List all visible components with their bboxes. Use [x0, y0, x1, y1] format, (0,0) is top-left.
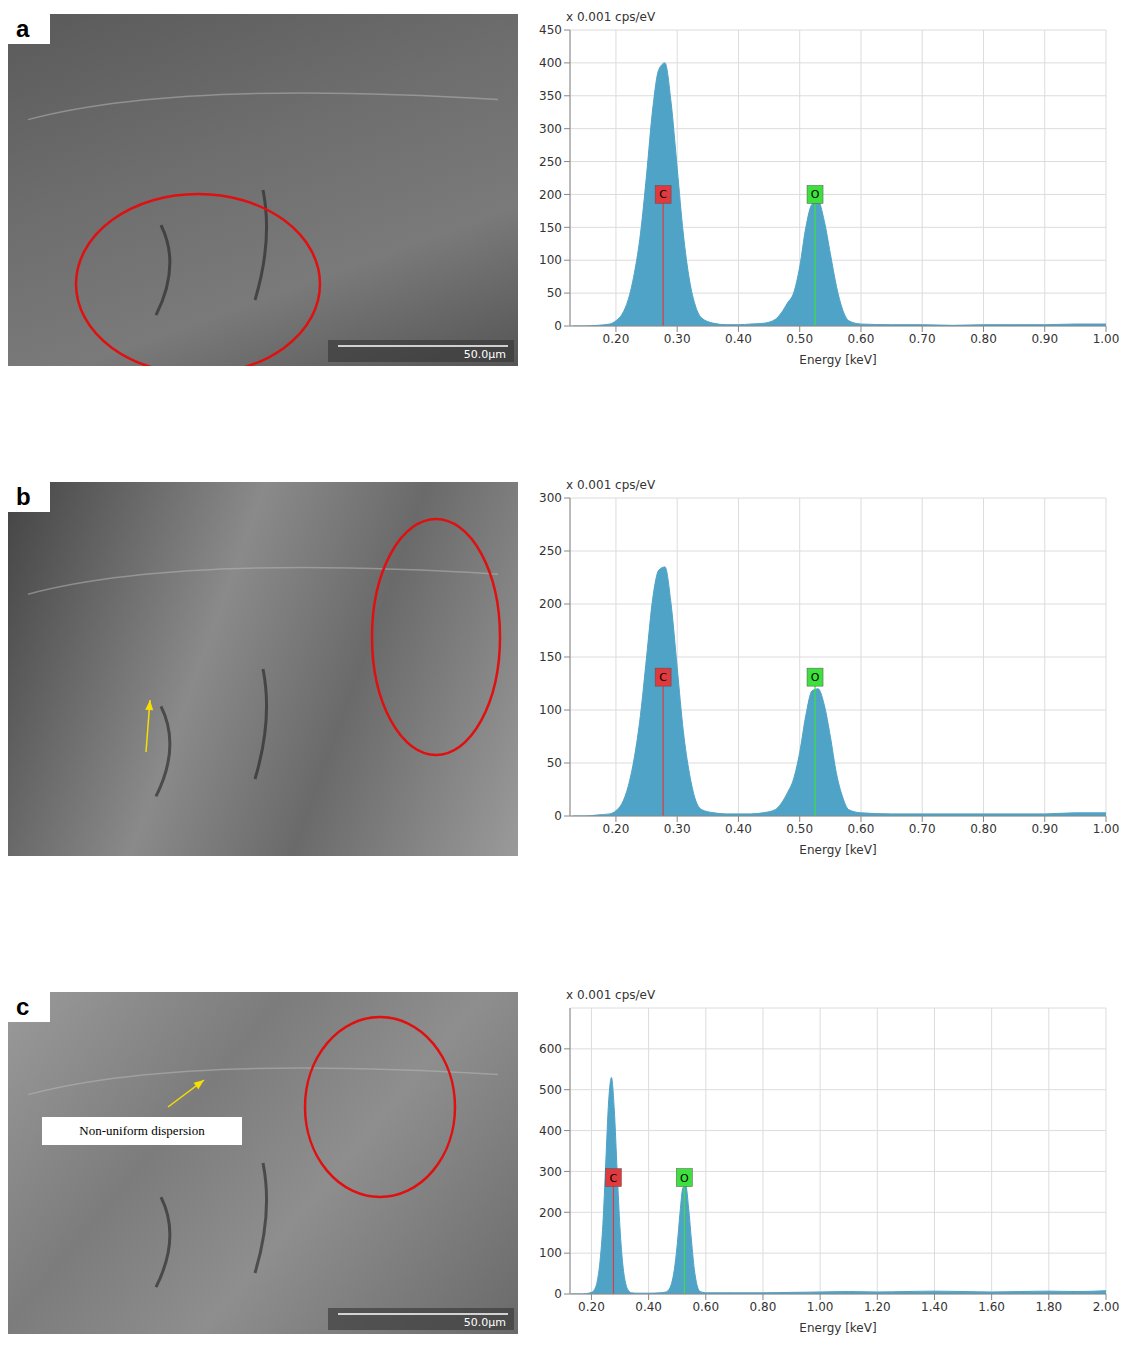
- svg-text:Energy [keV]: Energy [keV]: [799, 353, 876, 367]
- svg-text:0.50: 0.50: [786, 822, 813, 836]
- svg-text:50.0µm: 50.0µm: [464, 348, 506, 361]
- html-text:x 0.001 cps/eV: x 0.001 cps/eV: [566, 478, 656, 492]
- svg-text:0: 0: [554, 1287, 562, 1301]
- html-text:b: b: [16, 483, 31, 510]
- svg-text:350: 350: [539, 89, 562, 103]
- svg-text:1.00: 1.00: [1093, 332, 1120, 346]
- svg-text:1.00: 1.00: [807, 1300, 834, 1314]
- html-text:a: a: [16, 15, 30, 42]
- svg-text:50: 50: [547, 286, 562, 300]
- html-text:x 0.001 cps/eV: x 0.001 cps/eV: [566, 10, 656, 24]
- svg-text:0.60: 0.60: [848, 332, 875, 346]
- html-text:Non-uniform dispersion: Non-uniform dispersion: [79, 1123, 205, 1138]
- svg-text:2.00: 2.00: [1093, 1300, 1120, 1314]
- svg-text:250: 250: [539, 544, 562, 558]
- svg-text:300: 300: [539, 1165, 562, 1179]
- svg-text:450: 450: [539, 23, 562, 37]
- svg-text:200: 200: [539, 188, 562, 202]
- svg-text:50.0µm: 50.0µm: [464, 1316, 506, 1329]
- svg-text:0.70: 0.70: [909, 822, 936, 836]
- svg-text:0.70: 0.70: [909, 332, 936, 346]
- svg-text:O: O: [811, 671, 820, 684]
- svg-text:0.50: 0.50: [786, 332, 813, 346]
- svg-text:0.20: 0.20: [603, 822, 630, 836]
- svg-text:100: 100: [539, 1246, 562, 1260]
- svg-text:300: 300: [539, 491, 562, 505]
- svg-text:O: O: [680, 1172, 689, 1185]
- html-text:x 0.001 cps/eV: x 0.001 cps/eV: [566, 988, 656, 1002]
- svg-text:400: 400: [539, 56, 562, 70]
- svg-text:C: C: [659, 188, 667, 201]
- svg-text:0.80: 0.80: [970, 332, 997, 346]
- svg-text:0: 0: [554, 809, 562, 823]
- svg-text:50: 50: [547, 756, 562, 770]
- svg-text:0.20: 0.20: [578, 1300, 605, 1314]
- svg-text:0.60: 0.60: [848, 822, 875, 836]
- svg-text:0.90: 0.90: [1031, 332, 1058, 346]
- svg-text:0.30: 0.30: [664, 332, 691, 346]
- svg-text:100: 100: [539, 703, 562, 717]
- svg-text:0: 0: [554, 319, 562, 333]
- svg-text:C: C: [659, 671, 667, 684]
- svg-text:O: O: [811, 188, 820, 201]
- svg-text:500: 500: [539, 1083, 562, 1097]
- svg-text:Energy [keV]: Energy [keV]: [799, 843, 876, 857]
- svg-text:1.00: 1.00: [1093, 822, 1120, 836]
- svg-text:0.80: 0.80: [750, 1300, 777, 1314]
- svg-text:0.20: 0.20: [603, 332, 630, 346]
- svg-text:300: 300: [539, 122, 562, 136]
- svg-text:1.80: 1.80: [1035, 1300, 1062, 1314]
- svg-text:200: 200: [539, 1206, 562, 1220]
- svg-text:1.40: 1.40: [921, 1300, 948, 1314]
- svg-text:0.40: 0.40: [635, 1300, 662, 1314]
- svg-text:0.30: 0.30: [664, 822, 691, 836]
- svg-text:0.40: 0.40: [725, 332, 752, 346]
- svg-text:0.80: 0.80: [970, 822, 997, 836]
- svg-text:Energy [keV]: Energy [keV]: [799, 1321, 876, 1335]
- svg-text:250: 250: [539, 155, 562, 169]
- svg-text:1.60: 1.60: [978, 1300, 1005, 1314]
- svg-text:1.20: 1.20: [864, 1300, 891, 1314]
- svg-text:0.90: 0.90: [1031, 822, 1058, 836]
- svg-text:0.40: 0.40: [725, 822, 752, 836]
- svg-text:150: 150: [539, 221, 562, 235]
- svg-text:0.60: 0.60: [692, 1300, 719, 1314]
- svg-text:600: 600: [539, 1042, 562, 1056]
- html-text:c: c: [16, 993, 30, 1020]
- svg-text:C: C: [610, 1172, 618, 1185]
- svg-text:100: 100: [539, 253, 562, 267]
- svg-text:200: 200: [539, 597, 562, 611]
- svg-text:400: 400: [539, 1124, 562, 1138]
- svg-text:150: 150: [539, 650, 562, 664]
